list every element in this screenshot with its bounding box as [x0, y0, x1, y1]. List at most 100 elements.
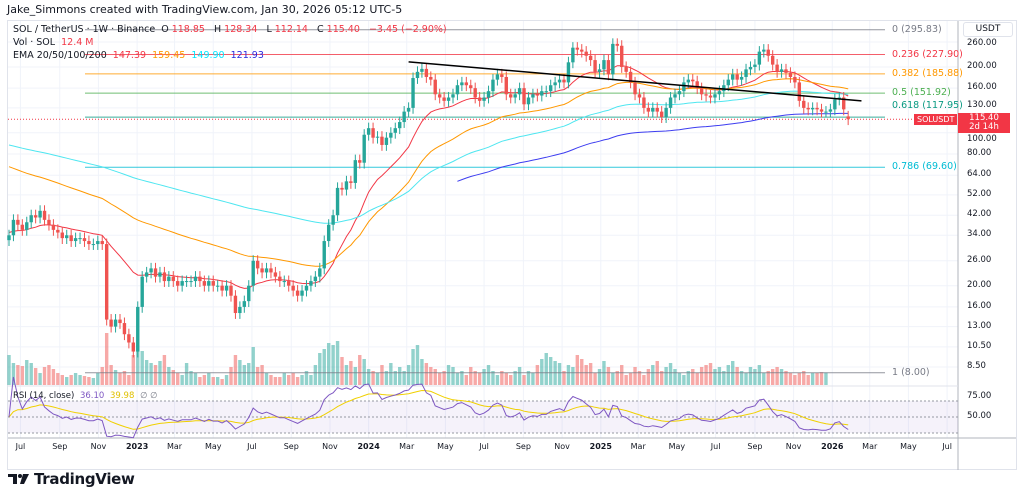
candle-body	[238, 306, 242, 314]
candle	[757, 46, 762, 71]
volume-bar	[633, 367, 637, 385]
rsi-value: 36.10	[79, 391, 105, 401]
high-label: H	[214, 24, 222, 35]
volume-bar	[819, 372, 824, 385]
candle	[25, 216, 29, 236]
candle	[238, 301, 242, 319]
volume-bar	[118, 373, 122, 385]
volume-bar	[25, 360, 29, 385]
volume-bar	[82, 376, 87, 385]
ema20-line	[8, 65, 849, 289]
volume-bar	[739, 371, 744, 385]
candle	[691, 74, 695, 88]
candle	[606, 54, 611, 81]
candle-body	[806, 107, 810, 110]
candle-body	[602, 60, 606, 70]
volume-bar	[91, 378, 96, 385]
time-axis-label: Sep	[283, 442, 299, 451]
volume-bar	[411, 349, 415, 385]
volume-bar	[402, 371, 406, 385]
candle	[535, 88, 540, 102]
volume-bar	[575, 355, 580, 385]
candle-body	[628, 71, 633, 83]
rsi-axis-label: 75.00	[967, 391, 992, 401]
volume-bar	[20, 366, 25, 385]
candle	[118, 314, 122, 329]
candle	[193, 271, 198, 287]
time-axis-label: Jul	[479, 442, 489, 451]
candle	[486, 85, 491, 104]
candle-body	[526, 97, 531, 105]
volume-bar	[699, 367, 704, 385]
candle-body	[60, 232, 64, 239]
volume-bar	[171, 370, 175, 385]
volume-bar	[566, 365, 571, 385]
low-value: 112.14	[274, 24, 308, 35]
candle-body	[588, 55, 593, 61]
candle-body	[504, 76, 508, 95]
volume-bar	[406, 365, 411, 385]
time-axis-label: May	[900, 442, 917, 451]
price-axis-label: 10.50	[967, 340, 992, 351]
candle	[517, 82, 522, 101]
ema100-line	[8, 90, 849, 224]
candle	[433, 74, 437, 101]
candle-body	[340, 187, 344, 190]
candle-body	[784, 69, 788, 73]
ema-label: EMA 20/50/100/200	[13, 50, 107, 61]
volume-bar	[42, 367, 47, 385]
candle	[411, 72, 415, 114]
candle	[131, 336, 136, 358]
candle-body	[620, 45, 624, 67]
candle	[65, 229, 69, 245]
candle-body	[73, 238, 78, 242]
candle	[788, 67, 793, 83]
candle-body	[495, 74, 500, 80]
volume-bar	[264, 373, 269, 385]
candle-body	[29, 215, 33, 223]
candle-body	[708, 95, 713, 98]
close-label: C	[317, 24, 324, 35]
currency-button[interactable]: USDT	[963, 22, 1013, 37]
time-axis-label: May	[437, 442, 454, 451]
volume-bar	[287, 375, 291, 385]
candle-body	[198, 276, 202, 282]
candle-body	[144, 272, 149, 277]
candle-body	[176, 281, 180, 286]
volume-bar	[344, 365, 349, 385]
candle-body	[42, 210, 47, 220]
time-axis-label: 2025	[589, 442, 612, 451]
volume-bar	[47, 365, 51, 385]
candle	[802, 95, 806, 114]
tradingview-logo[interactable]: TradingView	[8, 470, 135, 488]
volume-bar	[793, 375, 797, 385]
candle	[531, 88, 535, 104]
candle	[566, 56, 571, 89]
volume-bar	[87, 377, 91, 385]
candle-body	[371, 128, 375, 138]
volume-bar	[446, 365, 451, 385]
candle	[247, 280, 251, 308]
candle-body	[82, 238, 87, 242]
candle-body	[389, 132, 393, 138]
volume-bar	[491, 371, 495, 385]
candle-body	[637, 94, 642, 98]
candle	[429, 71, 433, 86]
candle-body	[384, 137, 389, 145]
volume-bar	[242, 365, 247, 385]
candle	[78, 232, 82, 245]
candle-body	[211, 281, 215, 286]
candle-body	[251, 260, 255, 286]
price-axis-label: 13.00	[967, 320, 992, 331]
volume-bar	[193, 373, 198, 385]
candle-body	[651, 107, 655, 112]
volume-bar	[704, 365, 708, 385]
candle	[402, 106, 406, 128]
volume-bar	[7, 355, 11, 385]
candle-body	[25, 222, 29, 230]
candle	[100, 235, 104, 250]
candle-body	[375, 136, 380, 138]
volume-bar	[779, 369, 784, 385]
